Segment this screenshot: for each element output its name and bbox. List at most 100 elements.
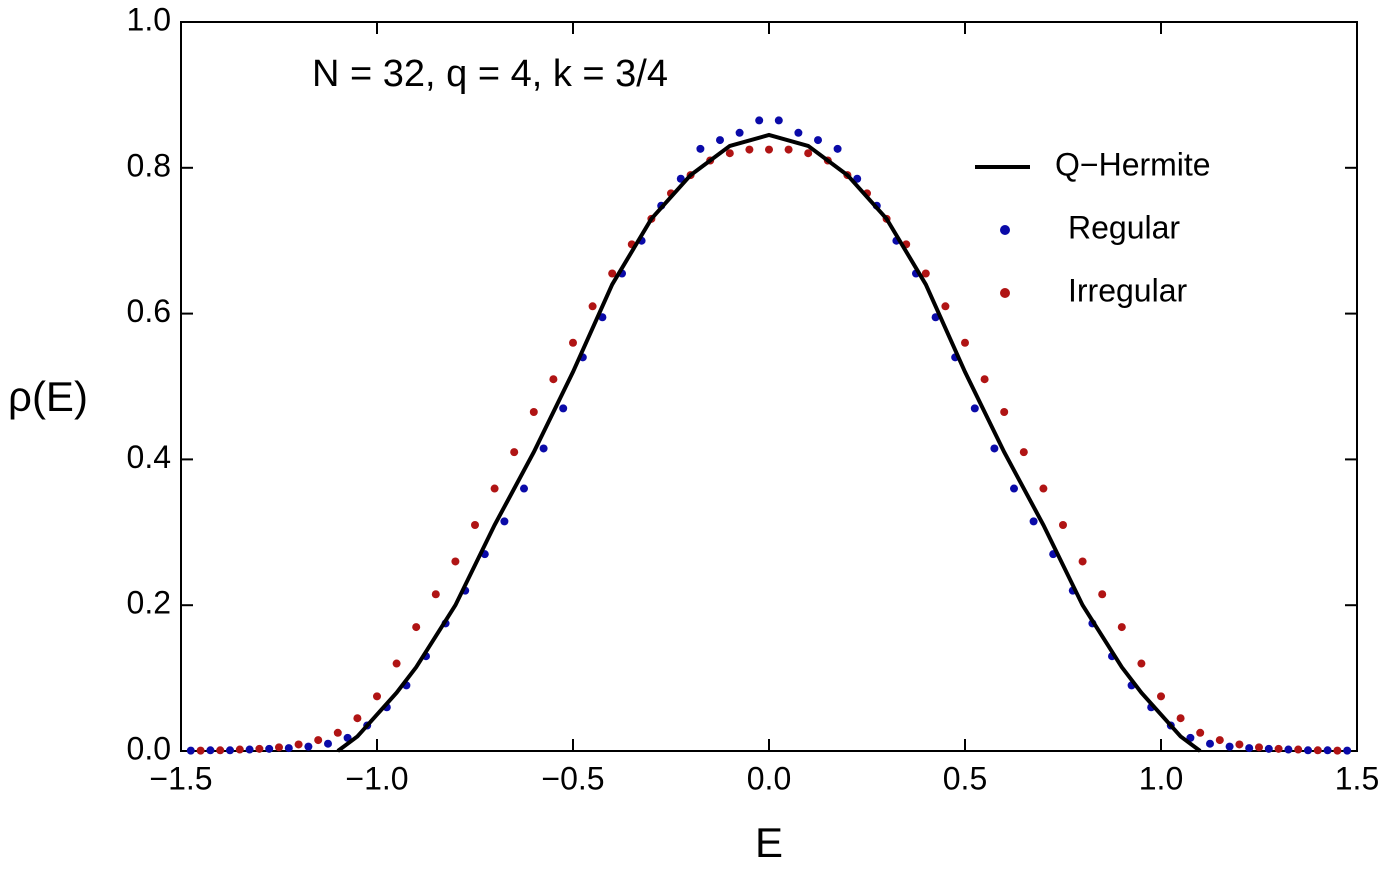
data-point — [608, 269, 617, 278]
data-point — [941, 302, 950, 311]
data-point — [559, 404, 568, 413]
data-point — [510, 448, 519, 457]
data-point — [1019, 448, 1028, 457]
data-point — [500, 517, 509, 526]
data-point — [226, 746, 234, 755]
data-point — [1117, 623, 1126, 632]
x-tick-label: 0.5 — [943, 760, 987, 796]
data-point — [1000, 408, 1009, 417]
data-point — [1313, 746, 1322, 755]
data-point — [1235, 740, 1244, 749]
data-point — [833, 144, 842, 153]
x-tick-label: 1.5 — [1335, 760, 1379, 796]
x-axis-label: E — [755, 819, 783, 866]
data-point — [549, 375, 558, 384]
data-point — [1029, 517, 1038, 526]
data-point — [294, 740, 303, 749]
data-point — [1245, 744, 1254, 753]
y-tick-label: 0.2 — [127, 585, 171, 621]
y-axis-label: ρ(E) — [8, 373, 88, 420]
plot-frame — [180, 21, 1358, 752]
data-point — [716, 136, 724, 145]
q-hermite-line — [336, 132, 1202, 753]
data-point — [431, 590, 440, 599]
data-point — [216, 746, 225, 755]
data-point — [755, 116, 764, 125]
data-point — [1255, 743, 1263, 752]
data-point — [1343, 746, 1352, 755]
legend-swatch — [1000, 225, 1010, 235]
data-point — [186, 746, 195, 755]
data-point — [1206, 739, 1214, 748]
y-tick-label: 0.6 — [127, 293, 171, 329]
data-point — [265, 744, 274, 753]
data-point — [794, 128, 803, 137]
data-point — [1098, 590, 1107, 599]
legend-swatch — [1000, 288, 1010, 298]
data-point — [245, 745, 254, 754]
data-point — [696, 144, 705, 153]
data-point — [314, 736, 323, 745]
data-point — [471, 521, 479, 530]
data-point — [1059, 521, 1067, 530]
y-tick-label: 0.4 — [127, 439, 171, 475]
data-point — [814, 136, 822, 145]
legend-label: Regular — [1068, 209, 1180, 245]
x-tick-label: 0.0 — [747, 760, 791, 796]
data-point — [1284, 745, 1293, 754]
data-point — [1078, 557, 1087, 566]
data-point — [304, 742, 313, 751]
data-point — [1215, 736, 1224, 745]
data-point — [520, 484, 528, 493]
data-point — [373, 692, 381, 701]
data-point — [804, 149, 813, 158]
data-point — [970, 404, 979, 413]
y-tick-label: 0.8 — [127, 147, 171, 183]
data-point — [1196, 728, 1205, 737]
y-tick-label: 1.0 — [127, 1, 171, 37]
data-point — [961, 338, 969, 347]
data-point — [1157, 692, 1165, 701]
data-point — [725, 149, 734, 158]
data-point — [1039, 484, 1048, 493]
data-point — [539, 444, 548, 453]
data-point — [784, 145, 793, 154]
data-point — [235, 745, 244, 754]
data-point — [333, 728, 342, 737]
data-point — [735, 128, 744, 137]
data-point — [853, 174, 862, 183]
data-point — [353, 714, 362, 723]
data-point — [412, 623, 421, 632]
data-point — [990, 444, 999, 453]
data-point — [588, 302, 597, 311]
data-point — [676, 174, 685, 183]
data-point — [980, 375, 989, 384]
data-point — [529, 408, 538, 417]
data-point — [569, 338, 577, 347]
x-tick-label: −0.5 — [541, 760, 604, 796]
legend-label: Irregular — [1068, 272, 1188, 308]
data-point — [392, 659, 401, 668]
data-point — [1294, 745, 1303, 754]
data-point — [1333, 746, 1342, 755]
data-point — [284, 744, 293, 753]
data-point — [255, 744, 264, 753]
data-point — [490, 484, 499, 493]
data-point — [1137, 659, 1146, 668]
data-point — [765, 145, 773, 154]
data-point — [1264, 744, 1273, 753]
data-point — [196, 746, 205, 755]
data-point — [324, 739, 332, 748]
data-point — [921, 269, 930, 278]
x-tick-label: 1.0 — [1139, 760, 1183, 796]
data-point — [451, 557, 460, 566]
data-point — [1323, 746, 1332, 755]
data-point — [1274, 744, 1283, 753]
data-point — [1225, 742, 1234, 751]
data-point — [206, 746, 215, 755]
x-tick-label: −1.0 — [345, 760, 408, 796]
data-point — [275, 743, 283, 752]
data-point — [745, 145, 754, 154]
